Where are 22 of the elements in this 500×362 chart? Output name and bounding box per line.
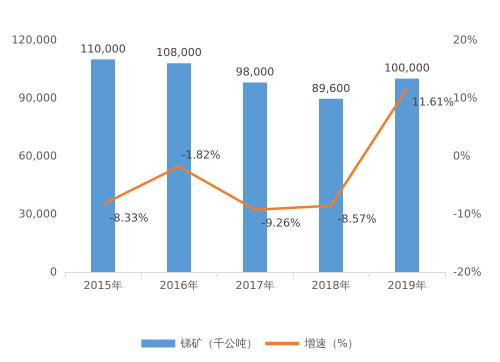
data-label: 98,000: [236, 66, 274, 79]
legend-label: 锑矿（千公吨）: [179, 337, 258, 350]
y-tick-label: 90,000: [18, 92, 57, 104]
x-tick-label: 2018年: [312, 279, 350, 292]
y2-tick-label: -20%: [453, 266, 482, 278]
x-tick-label: 2019年: [388, 279, 426, 292]
y-tick-label: 60,000: [18, 150, 57, 162]
data-label: 89,600: [312, 82, 350, 95]
y2-tick-label: 0%: [453, 150, 470, 162]
legend-label: 增速（%）: [303, 337, 359, 350]
x-tick-label: 2016年: [160, 279, 198, 292]
y-tick-label: 120,000: [12, 34, 57, 46]
y-tick-label: 30,000: [18, 208, 57, 220]
data-label: 110,000: [80, 42, 126, 56]
x-tick-label: 2015年: [84, 279, 122, 292]
y2-tick-label: 10%: [453, 92, 478, 104]
x-tick-label: 2017年: [236, 279, 274, 292]
data-label: 100,000: [384, 62, 430, 75]
y-tick-label: 0: [50, 266, 57, 278]
data-label: 108,000: [156, 46, 202, 60]
y2-tick-label: 20%: [453, 34, 478, 46]
y2-tick-label: -10%: [453, 208, 482, 220]
